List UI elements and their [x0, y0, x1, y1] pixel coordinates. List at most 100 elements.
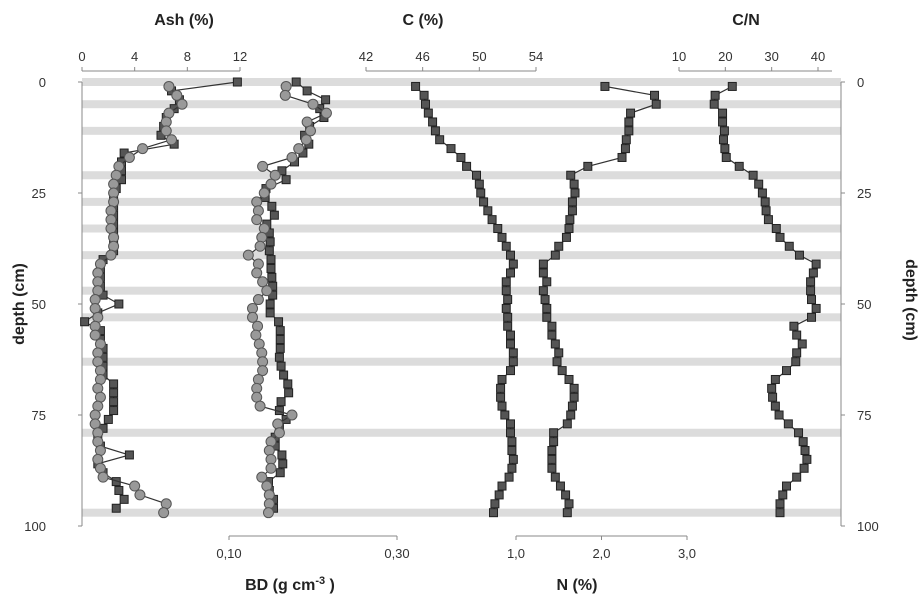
ash-circle-point	[177, 99, 187, 109]
ash-circle-point	[167, 135, 177, 145]
c-square-point	[502, 278, 510, 286]
depth-tick-label-right: 25	[857, 186, 871, 201]
c-square-point	[494, 225, 502, 233]
bd-square-point	[275, 318, 283, 326]
bd-circle-point	[266, 463, 276, 473]
n-tick-label: 1,0	[507, 546, 525, 561]
bd-square-point	[276, 327, 284, 335]
cn-square-point	[775, 411, 783, 419]
n-square-point	[565, 375, 573, 383]
cn-square-point	[771, 375, 779, 383]
c-square-point	[422, 100, 430, 108]
depth-band	[82, 429, 841, 437]
bd-square-point	[268, 202, 276, 210]
cn-square-point	[711, 91, 719, 99]
bd-circle-point	[253, 374, 263, 384]
bd-circle-point	[253, 295, 263, 305]
bd-square-point	[278, 451, 286, 459]
c-square-point	[507, 269, 515, 277]
ash-square-point	[110, 407, 118, 415]
cn-square-point	[771, 402, 779, 410]
cn-square-point	[764, 216, 772, 224]
cn-square-point	[799, 438, 807, 446]
c-square-point	[502, 242, 510, 250]
cn-square-point	[790, 322, 798, 330]
cn-square-point	[795, 251, 803, 259]
c-square-point	[488, 216, 496, 224]
n-square-point	[553, 358, 561, 366]
c-axis-title: C (%)	[403, 12, 444, 29]
ash-circle-point	[124, 152, 134, 162]
n-square-point	[550, 438, 558, 446]
bd-square-point	[280, 371, 288, 379]
c-square-point	[497, 384, 505, 392]
bd-square-point	[266, 300, 274, 308]
cn-square-point	[795, 429, 803, 437]
n-square-point	[555, 242, 563, 250]
bd-square-point	[322, 96, 330, 104]
bd-square-point	[277, 362, 285, 370]
n-square-point	[563, 420, 571, 428]
c-square-point	[507, 367, 515, 375]
n-square-point	[550, 429, 558, 437]
ash-square-point	[120, 495, 128, 503]
c-square-point	[498, 482, 506, 490]
bd-square-point	[282, 176, 290, 184]
ash-circle-point	[159, 508, 169, 518]
cn-square-point	[719, 136, 727, 144]
bd-circle-point	[252, 215, 262, 225]
bd-circle-point	[258, 161, 268, 171]
bd-circle-point	[274, 428, 284, 438]
cn-square-point	[719, 118, 727, 126]
c-square-point	[447, 145, 455, 153]
ash-tick-label: 8	[184, 49, 191, 64]
bd-square-point	[284, 380, 292, 388]
n-square-point	[625, 127, 633, 135]
bd-circle-point	[257, 472, 267, 482]
bd-circle-point	[253, 206, 263, 216]
ash-square-point	[115, 486, 123, 494]
bd-circle-point	[253, 321, 263, 331]
n-square-point	[584, 162, 592, 170]
bd-tick-label: 0,10	[216, 546, 241, 561]
bd-circle-point	[301, 135, 311, 145]
bd-square-point	[267, 256, 275, 264]
n-tick-label: 2,0	[592, 546, 610, 561]
ash-circle-point	[135, 490, 145, 500]
bd-square-point	[267, 264, 275, 272]
cn-square-point	[776, 509, 784, 517]
ash-tick-label: 0	[78, 49, 85, 64]
c-square-point	[473, 171, 481, 179]
c-square-point	[498, 233, 506, 241]
cn-square-point	[722, 153, 730, 161]
c-square-point	[420, 91, 428, 99]
c-square-point	[480, 198, 488, 206]
bd-square-point	[292, 78, 300, 86]
cn-square-point	[812, 304, 820, 312]
cn-square-point	[762, 207, 770, 215]
ash-circle-point	[106, 250, 116, 260]
c-square-point	[475, 180, 483, 188]
c-tick-label: 46	[415, 49, 429, 64]
bd-circle-point	[287, 152, 297, 162]
n-square-point	[568, 198, 576, 206]
depth-tick-label-right: 100	[857, 519, 879, 534]
cn-square-point	[792, 358, 800, 366]
c-square-series-line	[416, 86, 514, 512]
cn-tick-label: 10	[672, 49, 686, 64]
c-tick-label: 50	[472, 49, 486, 64]
cn-square-point	[719, 109, 727, 117]
n-square-point	[551, 251, 559, 259]
bd-circle-point	[287, 410, 297, 420]
c-tick-label: 54	[529, 49, 543, 64]
depth-band	[82, 358, 841, 366]
ash-square-point	[110, 389, 118, 397]
n-square-point	[548, 447, 556, 455]
ash-square-point	[81, 318, 89, 326]
bd-square-point	[276, 336, 284, 344]
c-square-point	[504, 313, 512, 321]
cn-square-point	[768, 384, 776, 392]
c-square-point	[501, 411, 509, 419]
depth-band	[82, 225, 841, 233]
